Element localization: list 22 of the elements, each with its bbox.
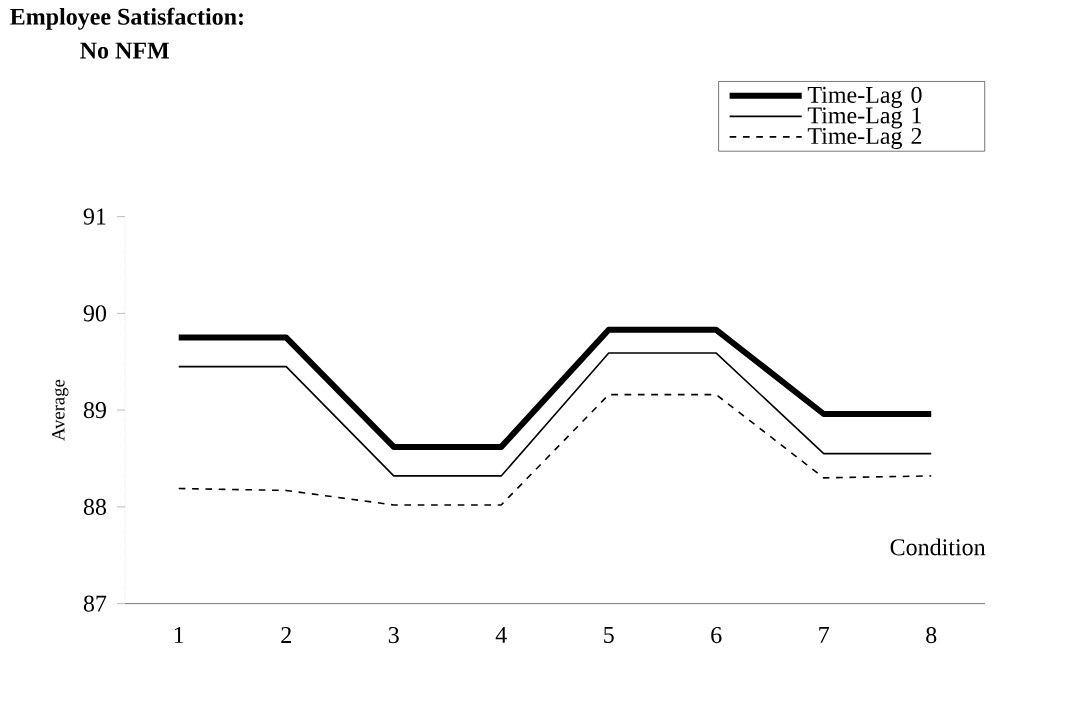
- y-tick-label: 90: [83, 305, 107, 322]
- legend-label: Time-Lag 1: [807, 107, 922, 129]
- y-tick-label: 88: [83, 498, 107, 515]
- x-tick-label: 8: [926, 627, 937, 644]
- y-tick-label: 89: [83, 402, 106, 419]
- x-tick-label: 4: [495, 626, 507, 643]
- y-tick-label: 87: [83, 595, 107, 612]
- x-tick-label: 7: [819, 626, 830, 643]
- x-tick-label: 5: [604, 626, 614, 643]
- legend-label: Time-Lag 0: [807, 86, 922, 108]
- x-tick-label: 3: [388, 627, 399, 644]
- x-tick-label: 1: [174, 627, 184, 643]
- y-tick-label: 91: [83, 208, 106, 225]
- x-axis-title: Condition: [890, 538, 986, 556]
- y-axis-title: Average: [52, 379, 69, 441]
- chart-title: Employee Satisfaction:: [10, 7, 243, 30]
- line-series: [177, 352, 933, 477]
- legend-label: Time-Lag 2: [807, 127, 922, 150]
- x-tick-label: 6: [711, 627, 722, 644]
- chart-subtitle: No NFM: [80, 42, 169, 59]
- line-series: [177, 393, 933, 506]
- x-tick-label: 2: [281, 627, 291, 643]
